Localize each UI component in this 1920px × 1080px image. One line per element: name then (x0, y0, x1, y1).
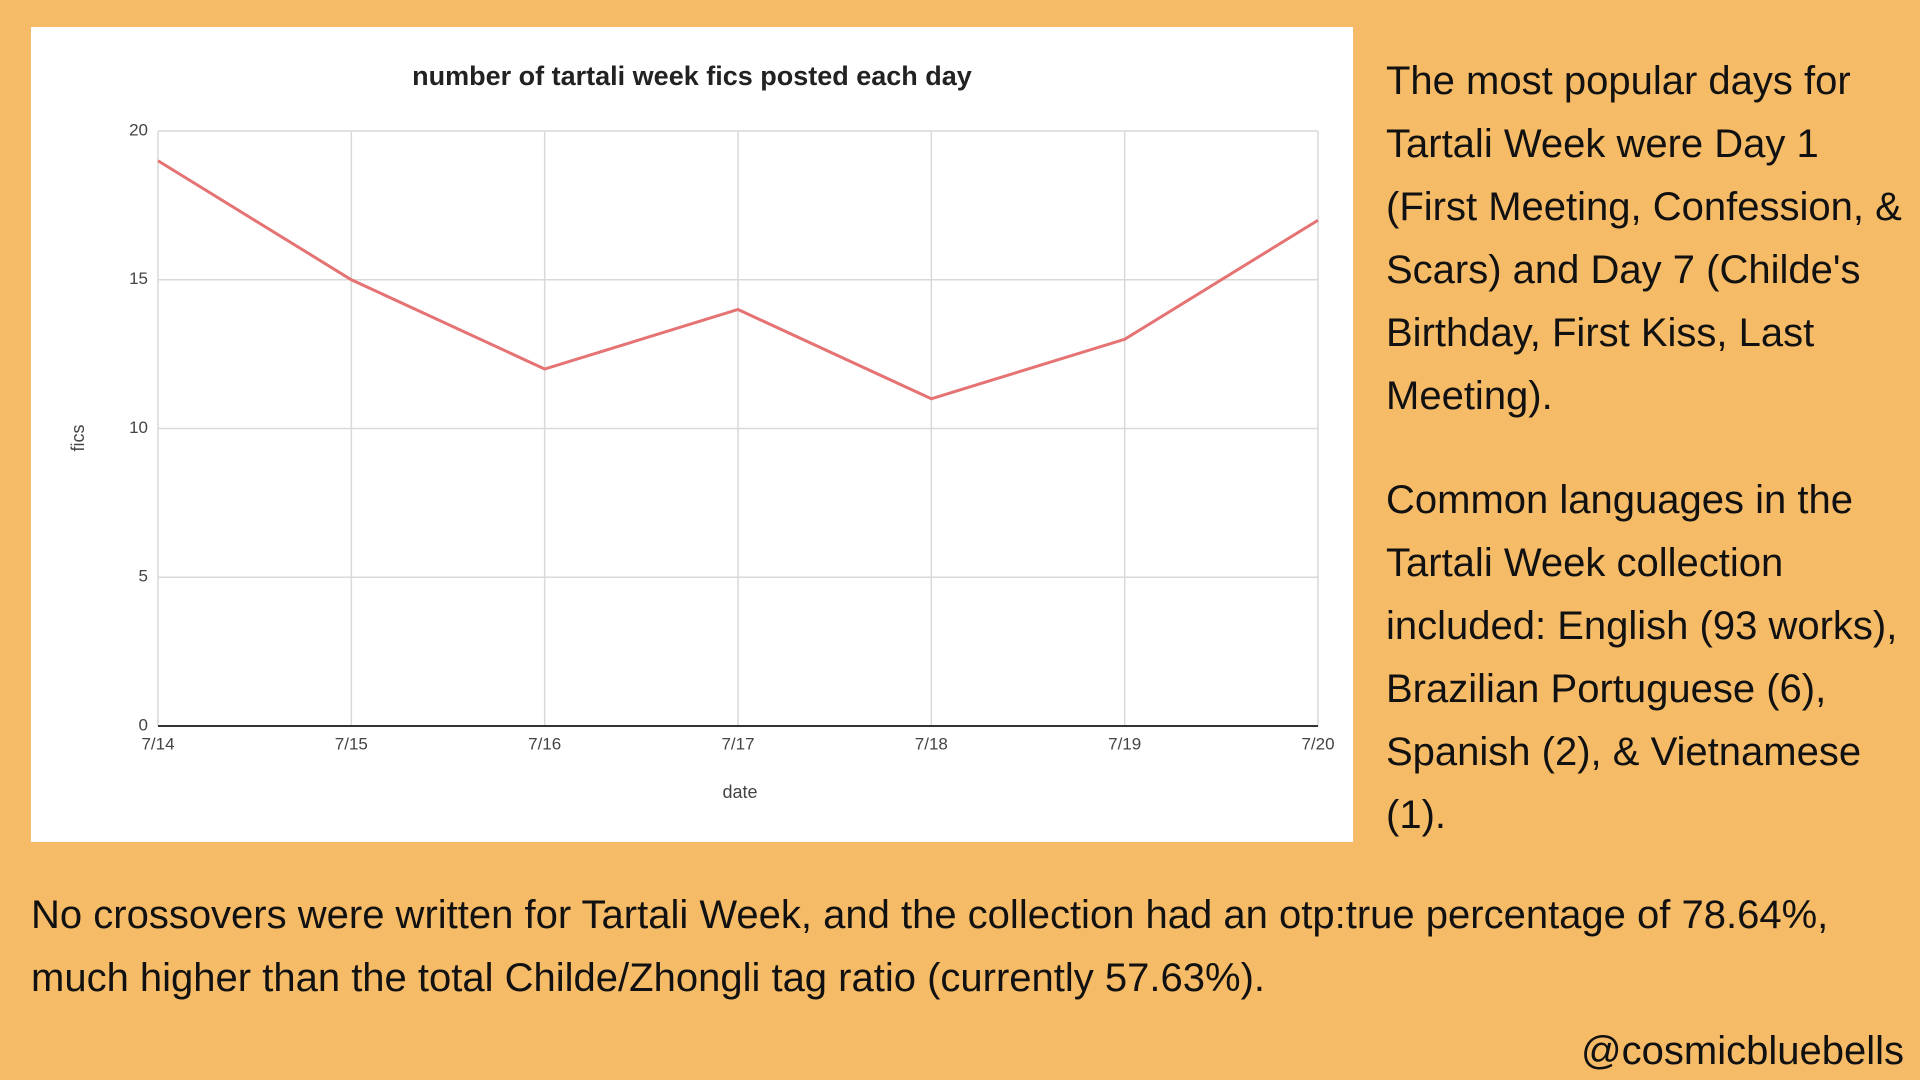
x-tick-label: 7/17 (721, 734, 754, 753)
y-tick-label: 10 (129, 418, 148, 437)
chart-title: number of tartali week fics posted each … (412, 61, 972, 91)
y-axis-label: fics (68, 425, 88, 452)
x-axis-label: date (722, 782, 757, 802)
chart-panel: number of tartali week fics posted each … (31, 27, 1353, 842)
chart: number of tartali week fics posted each … (68, 61, 1335, 802)
footer-text: No crossovers were written for Tartali W… (31, 893, 1829, 1000)
paragraph: The most popular days for Tartali Week w… (1386, 59, 1902, 418)
x-tick-label: 7/14 (141, 734, 174, 753)
y-tick-label: 15 (129, 269, 148, 288)
y-tick-label: 5 (139, 567, 148, 586)
data-line (157, 159, 1319, 401)
x-tick-label: 7/16 (528, 734, 561, 753)
y-tick-label: 0 (139, 715, 148, 734)
paragraph: Common languages in the Tartali Week col… (1386, 478, 1898, 837)
x-tick-label: 7/19 (1108, 734, 1141, 753)
y-tick-label: 20 (129, 120, 148, 139)
handle: @cosmicbluebells (1581, 1029, 1904, 1073)
x-tick-label: 7/18 (915, 734, 948, 753)
x-tick-label: 7/15 (335, 734, 368, 753)
x-tick-label: 7/20 (1301, 734, 1334, 753)
